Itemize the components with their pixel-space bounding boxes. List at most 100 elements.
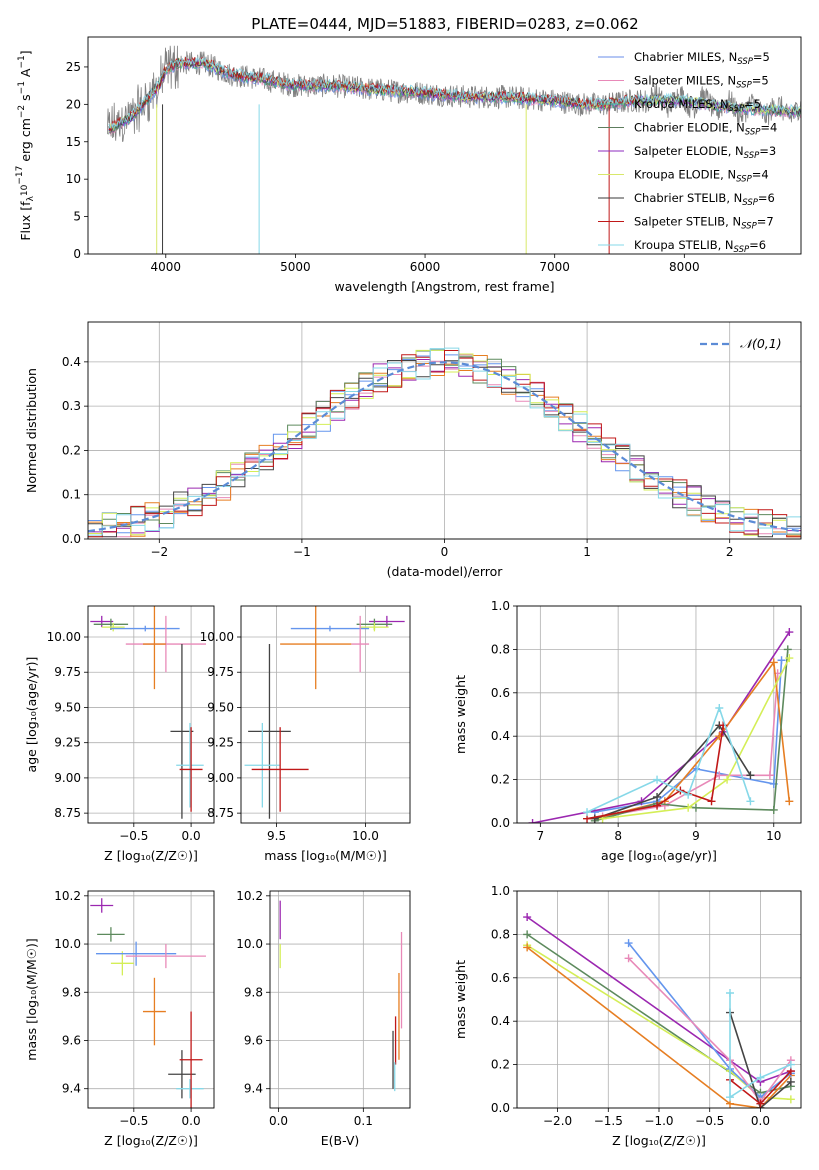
weight-marker (523, 930, 532, 939)
y-tick-label: 0.0 (491, 816, 510, 830)
plot-frame (87, 36, 802, 255)
x-axis-label: wavelength [Angstrom, rest frame] (334, 279, 554, 294)
y-tick-label: 9.00 (207, 771, 234, 785)
weight-marker (691, 803, 700, 812)
x-tick-label: 10 (766, 829, 781, 843)
y-tick-label: 0.3 (62, 399, 81, 413)
weight-marker (746, 797, 755, 806)
spectrum-lines (107, 45, 801, 254)
model-spectrum (108, 56, 801, 129)
y-tick-label: 10.2 (54, 889, 81, 903)
y-tick-label: 20 (66, 97, 81, 111)
weight-marker (769, 658, 778, 667)
y-tick-label: 9.75 (207, 665, 234, 679)
y-tick-label: 9.25 (54, 736, 81, 750)
error-bars (244, 606, 405, 819)
mass_vs_Z-panel: −0.5 0.0 9.4 9.6 9.8 10.0 10.2 Z [log₁₀(Z/Z☉)] m… (24, 889, 215, 1148)
legend-label: Chabrier ELODIE, NSSP=4 (634, 121, 777, 138)
residuals-panel: −2 −1 0 1 2 0.0 0.1 0.2 0.3 0.4 (data-model)/error… (24, 321, 802, 579)
y-tick-label: 9.75 (54, 665, 81, 679)
weight-marker (624, 939, 633, 948)
y-tick-label: 0.4 (491, 1014, 510, 1028)
weight-marker (653, 792, 662, 801)
weight-marker (583, 808, 592, 817)
y-tick-label: 0.4 (62, 355, 81, 369)
y-tick-label: 8.75 (207, 806, 234, 820)
x-tick-label: 10.0 (352, 829, 379, 843)
age_vs_mass-panel: 9.5 10.0 8.75 9.00 9.25 9.50 9.75 10.00 mass [lo… (200, 605, 411, 863)
weight-marker (723, 775, 732, 784)
legend-label: Kroupa MILES, NSSP=5 (634, 97, 761, 114)
x-tick-label: 8000 (669, 260, 700, 274)
weight-series (602, 657, 791, 820)
y-tick-label: 15 (66, 135, 81, 149)
y-tick-label: 1.0 (491, 884, 510, 898)
weight-marker (769, 805, 778, 814)
x-tick-label: 0.0 (182, 829, 201, 843)
x-axis-label: Z [log₁₀(Z/Z☉)] (104, 1133, 198, 1148)
weight-series (729, 993, 792, 1099)
weight-marker (684, 790, 693, 799)
weight-marker (653, 775, 662, 784)
y-tick-label: 9.00 (54, 771, 81, 785)
y-tick-label: 0.6 (491, 971, 510, 985)
x-tick-label: 0.0 (182, 1114, 201, 1128)
x-tick-label: 9 (692, 829, 700, 843)
y-tick-label: 5 (73, 210, 81, 224)
x-tick-label: 1 (583, 545, 591, 559)
weight-marker (777, 656, 786, 665)
weight-marker (746, 771, 755, 780)
x-tick-label: −1 (293, 545, 311, 559)
legend: Chabrier MILES, NSSP=5 Salpeter MILES, NS… (598, 50, 777, 255)
weight-marker (590, 814, 599, 823)
y-tick-label: 0.2 (491, 773, 510, 787)
x-tick-label: 7000 (539, 260, 570, 274)
y-tick-label: 8.75 (54, 806, 81, 820)
y-tick-label: 10 (66, 172, 81, 186)
y-tick-label: 0.0 (62, 532, 81, 546)
x-tick-label: 6000 (410, 260, 441, 274)
error-bars (90, 898, 206, 1108)
weight-marker (715, 771, 724, 780)
x-axis-label: age [log₁₀(age/yr)] (601, 848, 717, 863)
weight_vs_Z-panel: −2.0 −1.5 −1.0 −0.5 0.0 0.0 0.2 0.4 0.6 0.8 1.0 Z [… (453, 884, 802, 1148)
weight-series (729, 1012, 792, 1108)
y-axis-label: Flux [fλ10−17 erg cm−2 s−1 A−1] (15, 50, 36, 240)
spectrum-panel: 4000 5000 6000 7000 8000 0 5 10 15 20 25 wavelength… (15, 36, 802, 294)
residual-histogram (88, 347, 801, 536)
histograms (88, 347, 801, 538)
x-tick-label: −0.5 (119, 829, 148, 843)
y-tick-label: 9.6 (244, 1033, 263, 1047)
weight-marker (684, 803, 693, 812)
x-axis-label: Z [log₁₀(Z/Z☉)] (104, 848, 198, 863)
y-axis-label: mass weight (453, 960, 468, 1039)
weight-marker (783, 645, 792, 654)
legend-label: Salpeter MILES, NSSP=5 (634, 74, 769, 91)
weight-lines (523, 913, 795, 1108)
x-axis-label: mass [log₁₀(M/M☉)] (264, 848, 386, 863)
weight-marker (726, 1093, 734, 1102)
weight-series (526, 946, 792, 1108)
y-tick-label: 0.0 (491, 1101, 510, 1115)
y-tick-label: 0.2 (491, 1058, 510, 1072)
x-axis-label: E(B-V) (321, 1133, 360, 1148)
legend-label: Chabrier MILES, NSSP=5 (634, 50, 770, 67)
y-axis-label: mass [log₁₀(M/M☉)] (24, 938, 39, 1060)
gaussian-curve (88, 361, 801, 533)
y-tick-label: 10.0 (236, 937, 263, 951)
x-axis-label: (data-model)/error (387, 564, 504, 579)
x-tick-label: −1.5 (594, 1114, 623, 1128)
weight-marker (785, 628, 794, 637)
x-tick-label: −2 (150, 545, 168, 559)
x-tick-label: 9.5 (267, 829, 286, 843)
y-tick-label: 0.8 (491, 642, 510, 656)
x-tick-label: 8 (614, 829, 622, 843)
legend-label: Chabrier STELIB, NSSP=6 (634, 191, 775, 208)
y-tick-label: 9.25 (207, 736, 234, 750)
weight-lines (528, 628, 794, 823)
y-axis-label: age [log₁₀(age/yr)] (24, 657, 39, 773)
y-tick-label: 1.0 (491, 599, 510, 613)
plot-frame (516, 605, 802, 824)
weight-marker (528, 819, 537, 823)
weight-marker (726, 988, 734, 997)
